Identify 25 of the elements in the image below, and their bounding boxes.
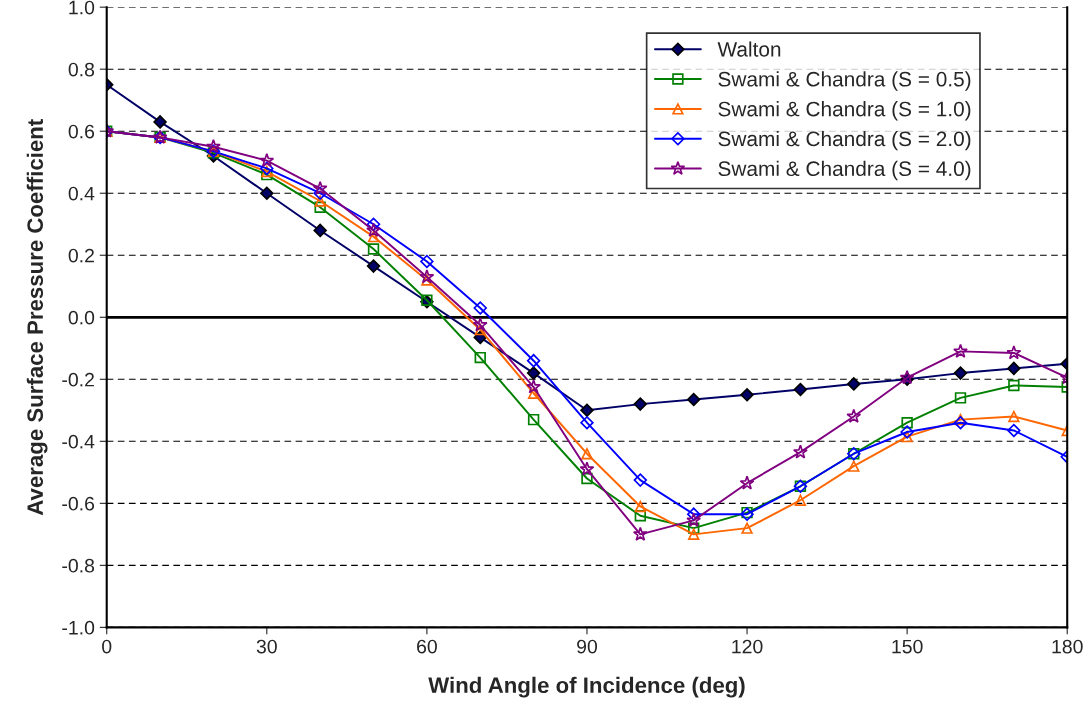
- y-tick-label: 0.4: [68, 186, 95, 201]
- legend-label: Swami & Chandra (S = 0.5): [718, 71, 971, 91]
- x-tick-label: 180: [1052, 639, 1083, 654]
- x-tick-label: 90: [577, 639, 598, 654]
- y-tick-label: -0.6: [62, 496, 95, 511]
- legend-label: Swami & Chandra (S = 1.0): [718, 101, 971, 121]
- y-tick-label: 0.8: [68, 62, 95, 77]
- x-tick-label: 30: [256, 639, 277, 654]
- legend-label: Walton: [717, 41, 781, 57]
- y-tick-label: -0.4: [62, 434, 95, 449]
- y-tick-label: 0.2: [68, 248, 94, 263]
- x-tick-label: 150: [892, 639, 923, 654]
- legend-label: Swami & Chandra (S = 2.0): [718, 130, 971, 151]
- y-tick-label: 1.0: [69, 0, 95, 15]
- x-tick-label: 120: [732, 639, 763, 654]
- x-tick-label: 0: [102, 639, 112, 654]
- y-tick-label: -0.8: [62, 558, 95, 573]
- y-axis-title: Average Surface Pressure Coefficient: [26, 119, 48, 516]
- y-tick-label: 0.0: [68, 310, 95, 325]
- y-tick-label: 0.6: [68, 124, 95, 139]
- y-tick-label: -1.0: [62, 620, 95, 635]
- x-tick-label: 60: [417, 639, 437, 654]
- y-tick-label: -0.2: [62, 372, 94, 387]
- legend-label: Swami & Chandra (S = 4.0): [718, 160, 971, 181]
- x-axis-title: Wind Angle of Incidence (deg): [428, 676, 745, 698]
